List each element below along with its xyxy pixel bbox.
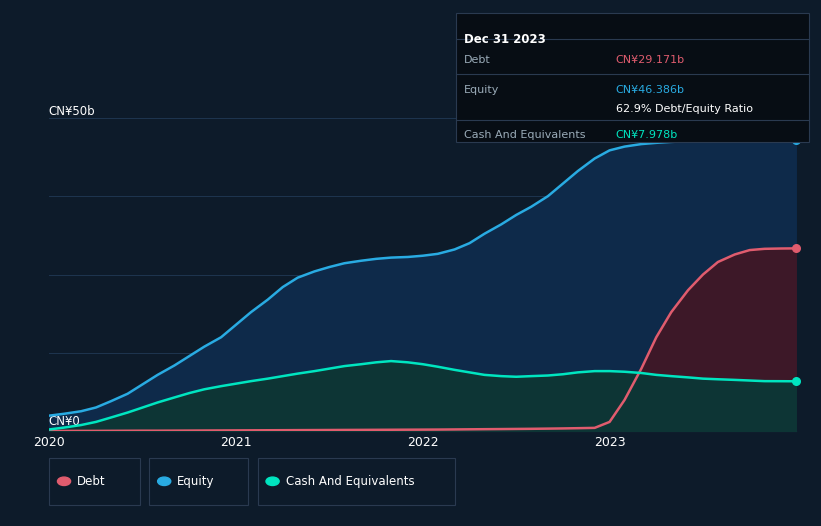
Text: Debt: Debt — [464, 55, 491, 65]
Text: CN¥0: CN¥0 — [48, 415, 80, 428]
Text: CN¥50b: CN¥50b — [48, 105, 95, 118]
Text: Equity: Equity — [464, 85, 499, 96]
Text: Debt: Debt — [77, 475, 106, 488]
Point — [790, 377, 803, 386]
Text: Equity: Equity — [177, 475, 215, 488]
Text: CN¥29.171b: CN¥29.171b — [616, 55, 685, 65]
Text: CN¥7.978b: CN¥7.978b — [616, 130, 678, 140]
Text: Cash And Equivalents: Cash And Equivalents — [286, 475, 415, 488]
Point — [790, 244, 803, 252]
Text: Dec 31 2023: Dec 31 2023 — [464, 33, 546, 46]
Point — [790, 136, 803, 145]
Text: CN¥46.386b: CN¥46.386b — [616, 85, 685, 96]
Text: Cash And Equivalents: Cash And Equivalents — [464, 130, 585, 140]
Text: 62.9% Debt/Equity Ratio: 62.9% Debt/Equity Ratio — [616, 104, 753, 114]
